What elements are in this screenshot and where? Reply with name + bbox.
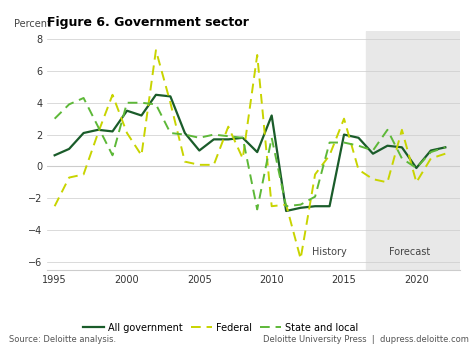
Text: Percent: Percent (14, 19, 51, 29)
Text: Forecast: Forecast (389, 247, 430, 257)
Text: Source: Deloitte analysis.: Source: Deloitte analysis. (9, 335, 117, 344)
Bar (366, 31, 474, 270)
Legend: All government, Federal, State and local: All government, Federal, State and local (79, 319, 362, 337)
Text: History: History (312, 247, 347, 257)
Text: Deloitte University Press  |  dupress.deloitte.com: Deloitte University Press | dupress.delo… (264, 335, 469, 344)
Text: Figure 6. Government sector: Figure 6. Government sector (47, 16, 249, 29)
